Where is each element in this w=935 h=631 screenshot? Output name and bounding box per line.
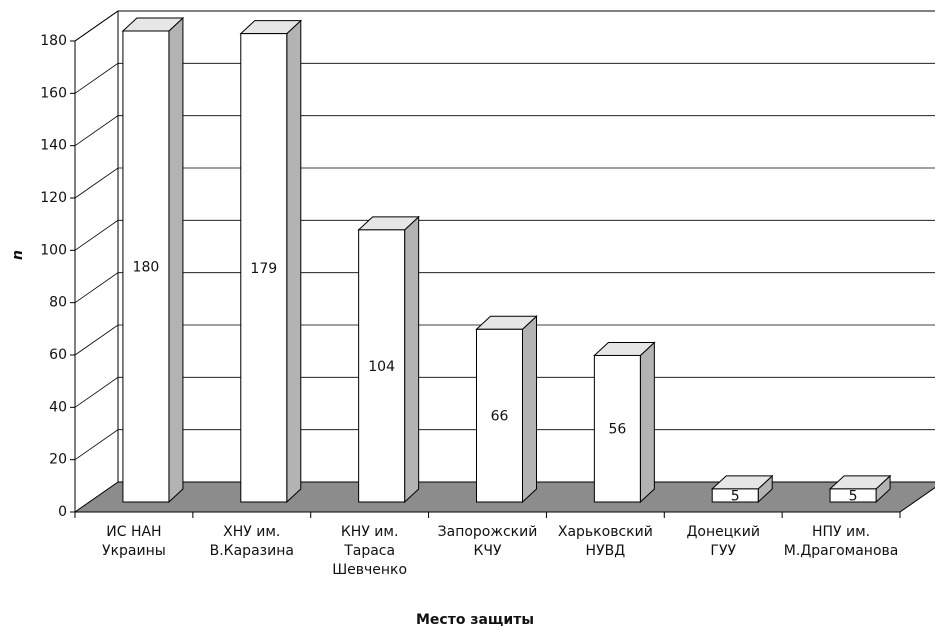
bar [240, 33, 288, 503]
x-tick-label-line: НУВД [586, 543, 626, 559]
bar [593, 354, 641, 503]
x-tick-label-line: ИС НАН [106, 524, 161, 540]
y-tick-label: 80 [49, 295, 67, 311]
y-tick-label: 100 [40, 242, 67, 258]
data-label: 66 [491, 409, 509, 425]
data-label: 56 [608, 422, 626, 438]
grid-line [74, 62, 935, 94]
grid-line [74, 167, 935, 199]
grid-line [74, 429, 935, 460]
data-label: 5 [849, 488, 858, 504]
bar-side [522, 315, 537, 504]
bar-side [168, 16, 184, 504]
y-tick-label: 20 [49, 452, 67, 468]
grid-line [74, 272, 935, 303]
data-label: 5 [731, 488, 740, 504]
y-tick-label: 120 [40, 190, 67, 206]
bar-side [404, 215, 420, 504]
y-tick-label: 160 [40, 85, 67, 101]
bar [358, 229, 406, 503]
x-tick-label: Запорожский КЧУ [438, 524, 538, 559]
y-tick-label: 0 [58, 504, 67, 520]
x-tick-label-line: КНУ им. [341, 524, 399, 540]
x-tick-label-line: НПУ им. [812, 524, 870, 540]
x-tick-label-line: В.Каразина [210, 543, 294, 559]
x-tick-label-line: Харьковский [558, 524, 653, 540]
x-tick-label-line: Запорожский [438, 524, 538, 540]
bar-side [286, 19, 302, 504]
bar [829, 488, 877, 503]
bar [711, 488, 759, 503]
x-tick-label-line: Тараса [343, 543, 395, 559]
x-tick-label-line: ХНУ им. [223, 524, 280, 540]
data-label: 104 [368, 359, 395, 375]
x-tick-label-line: КЧУ [473, 543, 502, 559]
data-label: 180 [133, 260, 160, 276]
x-tick-label-line: М.Драгоманова [784, 543, 899, 559]
bar [122, 30, 170, 503]
bar [476, 328, 523, 503]
bar-side [639, 341, 655, 504]
x-tick-label-line: Шевченко [332, 562, 407, 578]
x-axis-title: Место защиты [416, 612, 534, 628]
grid-line [74, 324, 935, 356]
grid-line [74, 219, 935, 251]
x-tick-label: КНУ им. Тараса Шевченко [332, 524, 407, 578]
y-tick-label: 60 [49, 347, 67, 363]
x-tick-label-line: ГУУ [710, 543, 736, 559]
y-axis-title: n [10, 250, 26, 260]
x-tick-label: Донецкий ГУУ [686, 524, 759, 559]
x-tick-label: ХНУ им. В.Каразина [210, 524, 294, 559]
grid-line [74, 10, 935, 42]
x-tick-label: ИС НАН Украины [102, 524, 166, 559]
x-tick-label: НПУ им. М.Драгоманова [784, 524, 899, 559]
x-tick-label-line: Донецкий [686, 524, 759, 540]
grid-line [74, 115, 935, 146]
x-tick-label-line: Украины [102, 543, 166, 559]
y-tick-label: 140 [40, 138, 67, 154]
grid-line [74, 376, 935, 408]
data-label: 179 [250, 261, 277, 277]
x-tick-label: Харьковский НУВД [558, 524, 653, 559]
y-tick-label: 40 [49, 399, 67, 415]
y-tick-label: 180 [40, 33, 67, 49]
